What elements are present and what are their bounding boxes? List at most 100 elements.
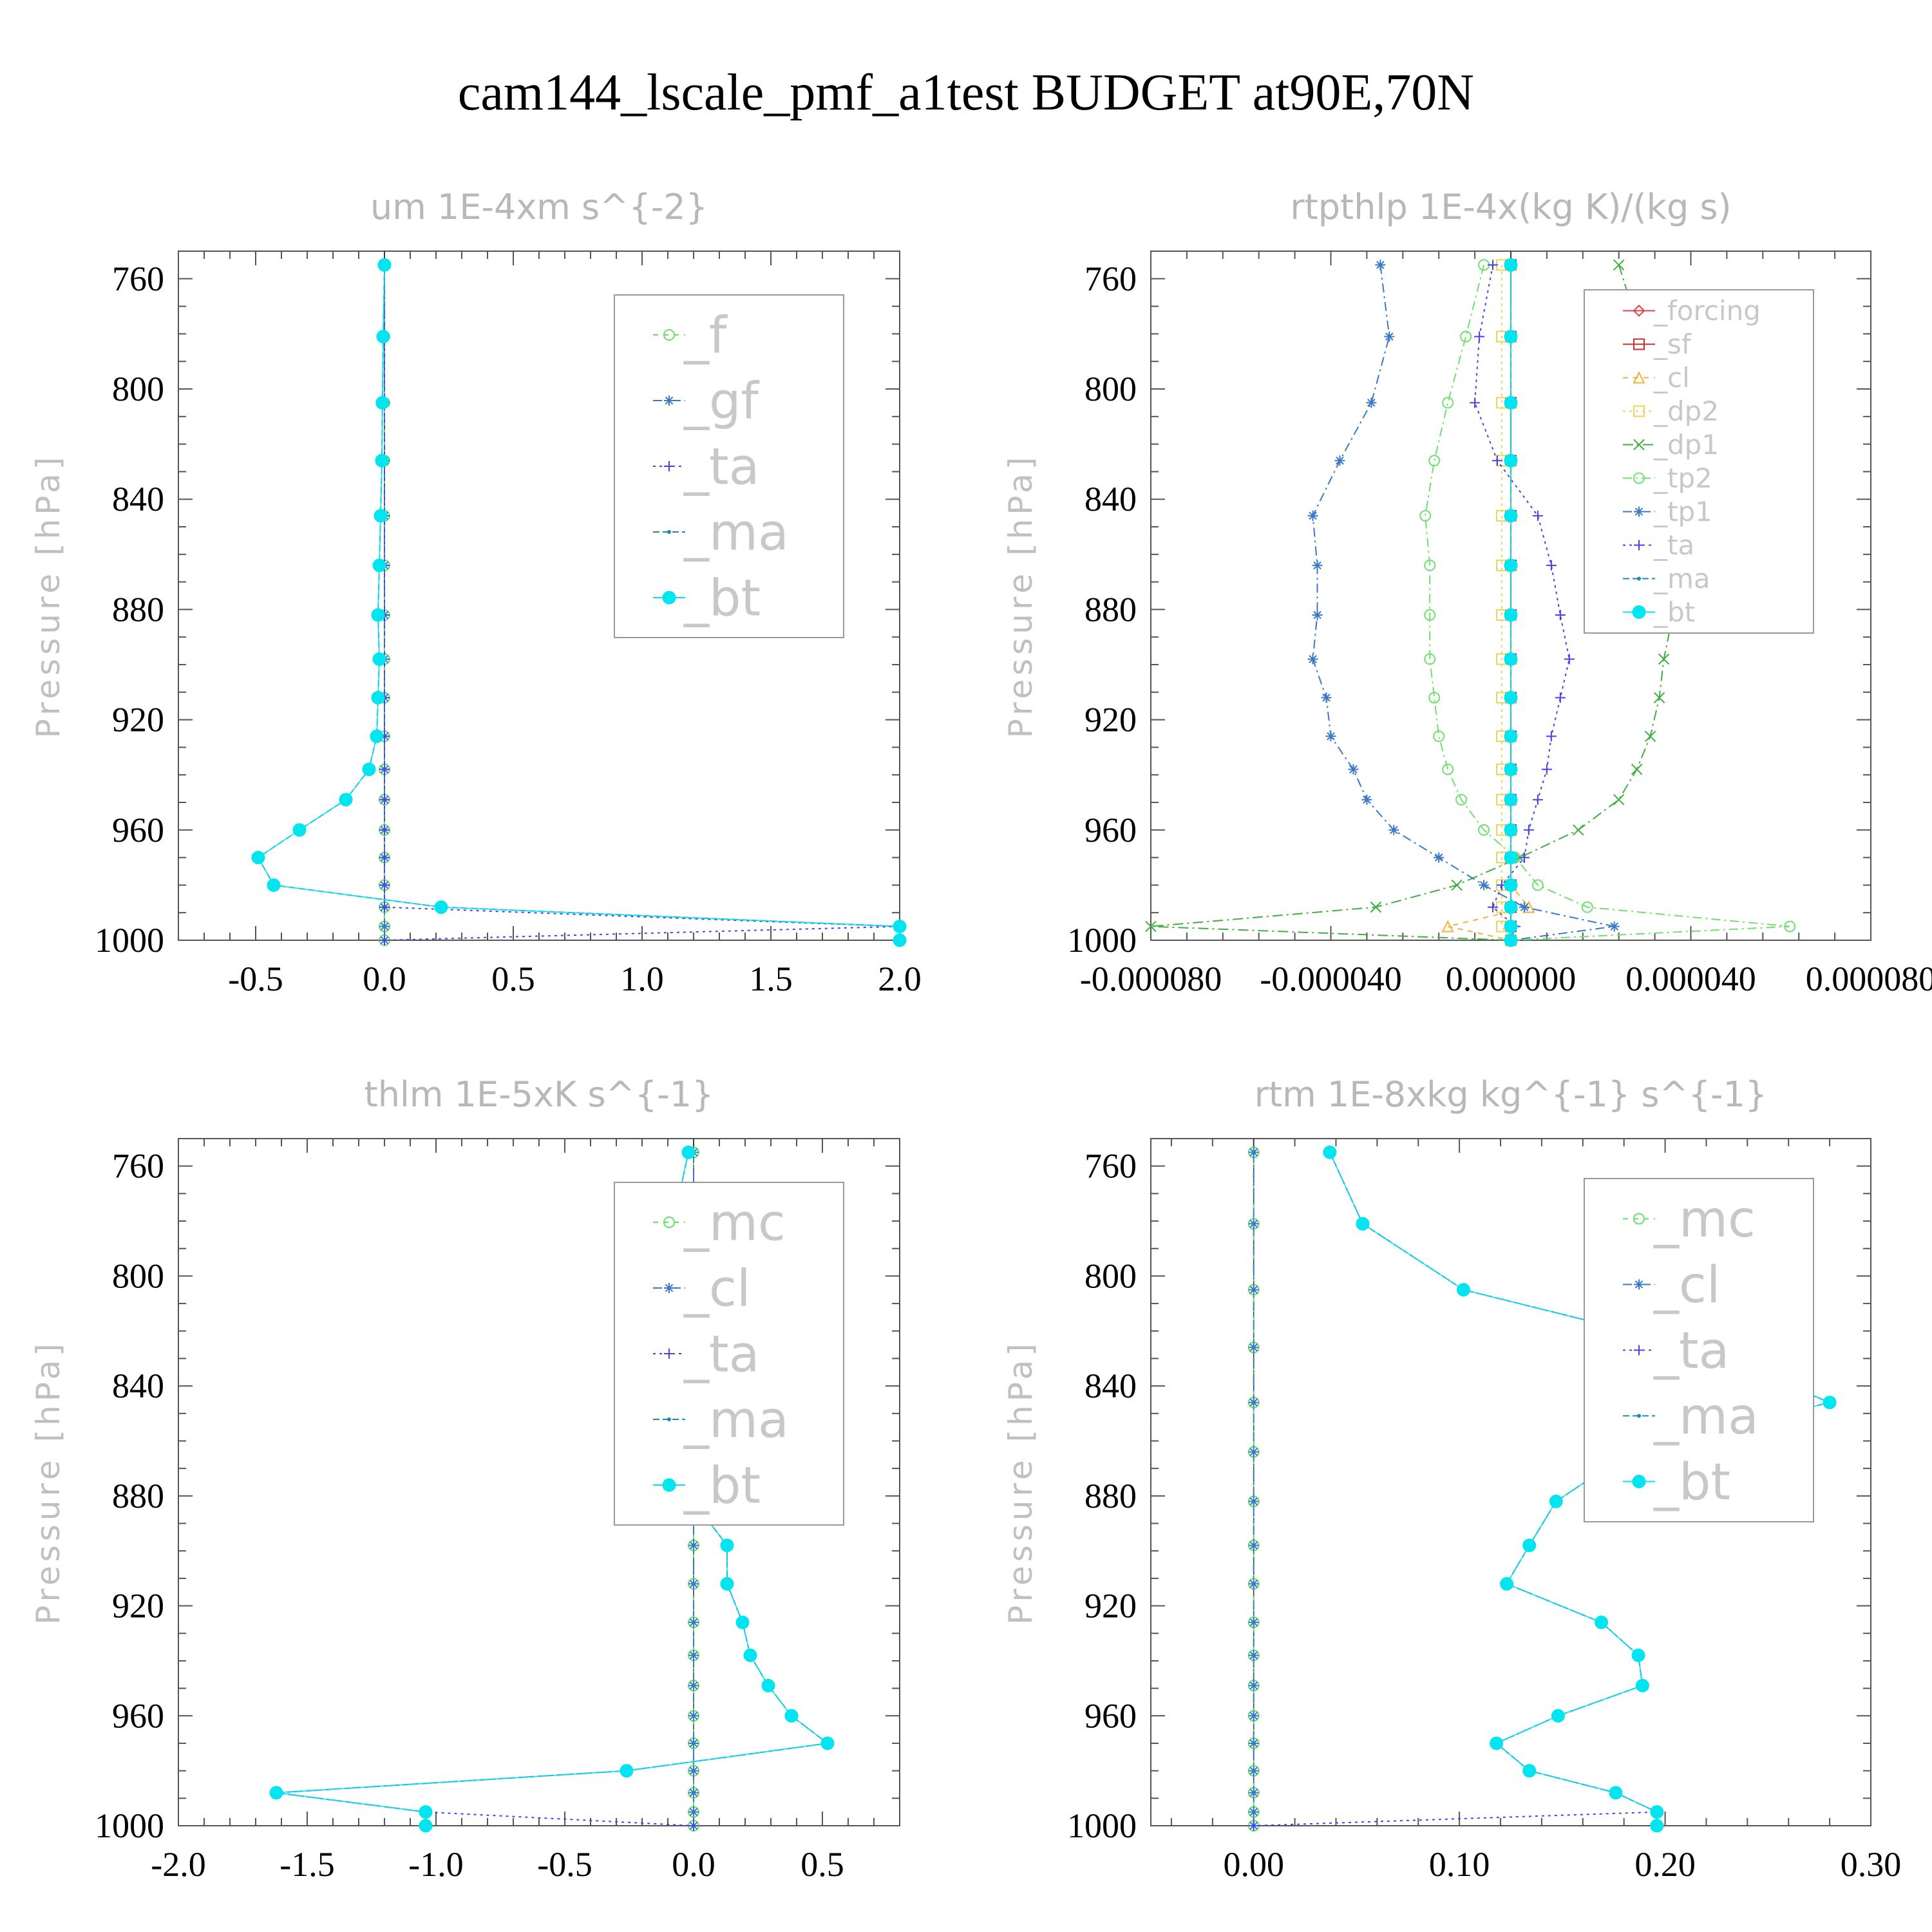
data-point-tp1 bbox=[1519, 902, 1530, 913]
x-tick-label: 0.0 bbox=[672, 1845, 715, 1884]
legend-marker bbox=[662, 591, 676, 605]
y-tick-label: 840 bbox=[1084, 480, 1137, 518]
data-point-bt bbox=[1504, 453, 1518, 468]
x-tick-label: 0.5 bbox=[800, 1845, 844, 1884]
data-point-cl bbox=[1248, 1787, 1259, 1798]
panel-3: thlm 1E-5xK s^{-1} Pressure [hPa] 760 800 84… bbox=[30, 1074, 900, 1884]
data-point-tp1 bbox=[1312, 609, 1323, 620]
data-point-dp1 bbox=[1451, 879, 1463, 891]
legend-label: _gf bbox=[683, 372, 760, 430]
data-point-bt bbox=[376, 330, 390, 344]
data-point-bt bbox=[1504, 793, 1518, 807]
y-axis-label: Pressure [hPa] bbox=[30, 1340, 67, 1625]
data-point-bt bbox=[893, 933, 907, 947]
data-point-tp1 bbox=[1348, 764, 1359, 775]
legend-label: _ta bbox=[1653, 1322, 1729, 1380]
data-point-cl bbox=[1248, 1650, 1259, 1661]
y-tick-label: 800 bbox=[1084, 370, 1137, 408]
y-tick-label: 960 bbox=[112, 1696, 164, 1735]
legend-marker bbox=[1637, 576, 1641, 581]
data-point-bt bbox=[1609, 1786, 1623, 1800]
legend-label: _mc bbox=[683, 1194, 786, 1252]
y-tick-label: 760 bbox=[1084, 1147, 1137, 1186]
x-tick-label: 2.0 bbox=[878, 960, 922, 998]
x-tick-label: -2.0 bbox=[151, 1845, 205, 1884]
data-point-tp2 bbox=[1442, 763, 1454, 775]
data-point-bt bbox=[1504, 690, 1518, 705]
data-point-bt bbox=[1823, 1396, 1837, 1410]
legend-label: _forcing bbox=[1653, 295, 1761, 327]
data-point-ta bbox=[1555, 692, 1566, 703]
data-point-bt bbox=[1504, 395, 1518, 410]
legend-label: _dp2 bbox=[1653, 395, 1719, 427]
x-tick-label: 0.30 bbox=[1841, 1845, 1902, 1884]
legend-marker bbox=[1633, 371, 1645, 384]
y-tick-label: 1000 bbox=[95, 921, 164, 960]
data-point-cl bbox=[688, 1738, 699, 1748]
data-point-dp1 bbox=[1631, 763, 1643, 775]
data-point-ta bbox=[1492, 455, 1503, 466]
legend-label: _ma bbox=[1653, 1388, 1759, 1446]
data-point-dp1 bbox=[1145, 920, 1157, 933]
legend-marker bbox=[1633, 405, 1645, 417]
data-point-ta bbox=[1541, 764, 1552, 775]
data-point-bt bbox=[1504, 762, 1518, 777]
legend-label: _cl bbox=[1653, 1256, 1721, 1314]
data-point-ta bbox=[1248, 1821, 1259, 1831]
series-line-dp2 bbox=[1501, 265, 1511, 941]
x-tick-label: 0.5 bbox=[491, 960, 535, 998]
data-point-bt bbox=[761, 1678, 775, 1692]
data-point-tp2 bbox=[1455, 793, 1468, 806]
data-point-tp1 bbox=[1434, 852, 1444, 863]
data-point-dp1 bbox=[1653, 692, 1665, 704]
data-point-cl bbox=[1248, 1738, 1259, 1748]
data-point-bt bbox=[1504, 900, 1518, 914]
x-tick-label: 0.0 bbox=[363, 960, 406, 998]
legend: _mc _cl _ta _ma _bt bbox=[614, 1182, 844, 1526]
y-tick-label: 760 bbox=[112, 260, 164, 298]
data-point-dp1 bbox=[1613, 794, 1625, 806]
data-point-bt bbox=[720, 1577, 734, 1591]
data-point-bt bbox=[1504, 823, 1518, 837]
legend-marker bbox=[1633, 439, 1645, 451]
data-point-bt bbox=[374, 509, 388, 523]
y-tick-label: 840 bbox=[1084, 1367, 1137, 1405]
data-point-cl bbox=[1248, 1397, 1259, 1408]
x-tick-label: -1.5 bbox=[279, 1845, 334, 1884]
y-tick-label: 840 bbox=[112, 1367, 164, 1405]
x-tick-label: -1.0 bbox=[408, 1845, 463, 1884]
data-point-bt bbox=[434, 900, 448, 914]
data-point-ta bbox=[688, 1821, 699, 1831]
data-point-bt bbox=[419, 1819, 433, 1833]
legend-label: _dp1 bbox=[1653, 429, 1719, 460]
data-point-tp2 bbox=[1442, 397, 1454, 409]
y-tick-label: 880 bbox=[112, 1477, 164, 1515]
data-point-bt bbox=[784, 1709, 799, 1723]
panel-title: thlm 1E-5xK s^{-1} bbox=[365, 1074, 714, 1115]
data-point-cl bbox=[688, 1540, 699, 1551]
y-axis-label: Pressure [hPa] bbox=[1002, 1340, 1039, 1625]
data-point-tp2 bbox=[1419, 509, 1432, 522]
y-tick-label: 920 bbox=[1084, 1587, 1137, 1625]
data-point-ta bbox=[1546, 731, 1557, 742]
legend-marker bbox=[664, 461, 674, 471]
legend-label: _ma bbox=[683, 1391, 789, 1449]
data-point-tp2 bbox=[1428, 692, 1441, 704]
data-point-tp2 bbox=[1478, 824, 1490, 836]
y-tick-label: 960 bbox=[1084, 1696, 1137, 1735]
data-point-tp2 bbox=[1460, 330, 1472, 343]
legend-marker bbox=[1632, 605, 1646, 619]
data-point-cl_orange bbox=[1441, 920, 1454, 933]
x-tick-label: 1.5 bbox=[749, 960, 793, 998]
x-tick-label: 0.000000 bbox=[1446, 960, 1577, 998]
data-point-cl bbox=[1248, 1218, 1259, 1229]
y-tick-label: 920 bbox=[112, 1587, 164, 1625]
data-point-bt bbox=[1504, 558, 1518, 573]
data-point-dp1 bbox=[1644, 730, 1656, 742]
data-point-ta bbox=[1546, 560, 1557, 571]
data-point-tp2 bbox=[1424, 609, 1436, 621]
data-point-dp1 bbox=[1613, 259, 1625, 271]
data-point-bt bbox=[267, 878, 281, 892]
plot-frame bbox=[1150, 1138, 1871, 1826]
